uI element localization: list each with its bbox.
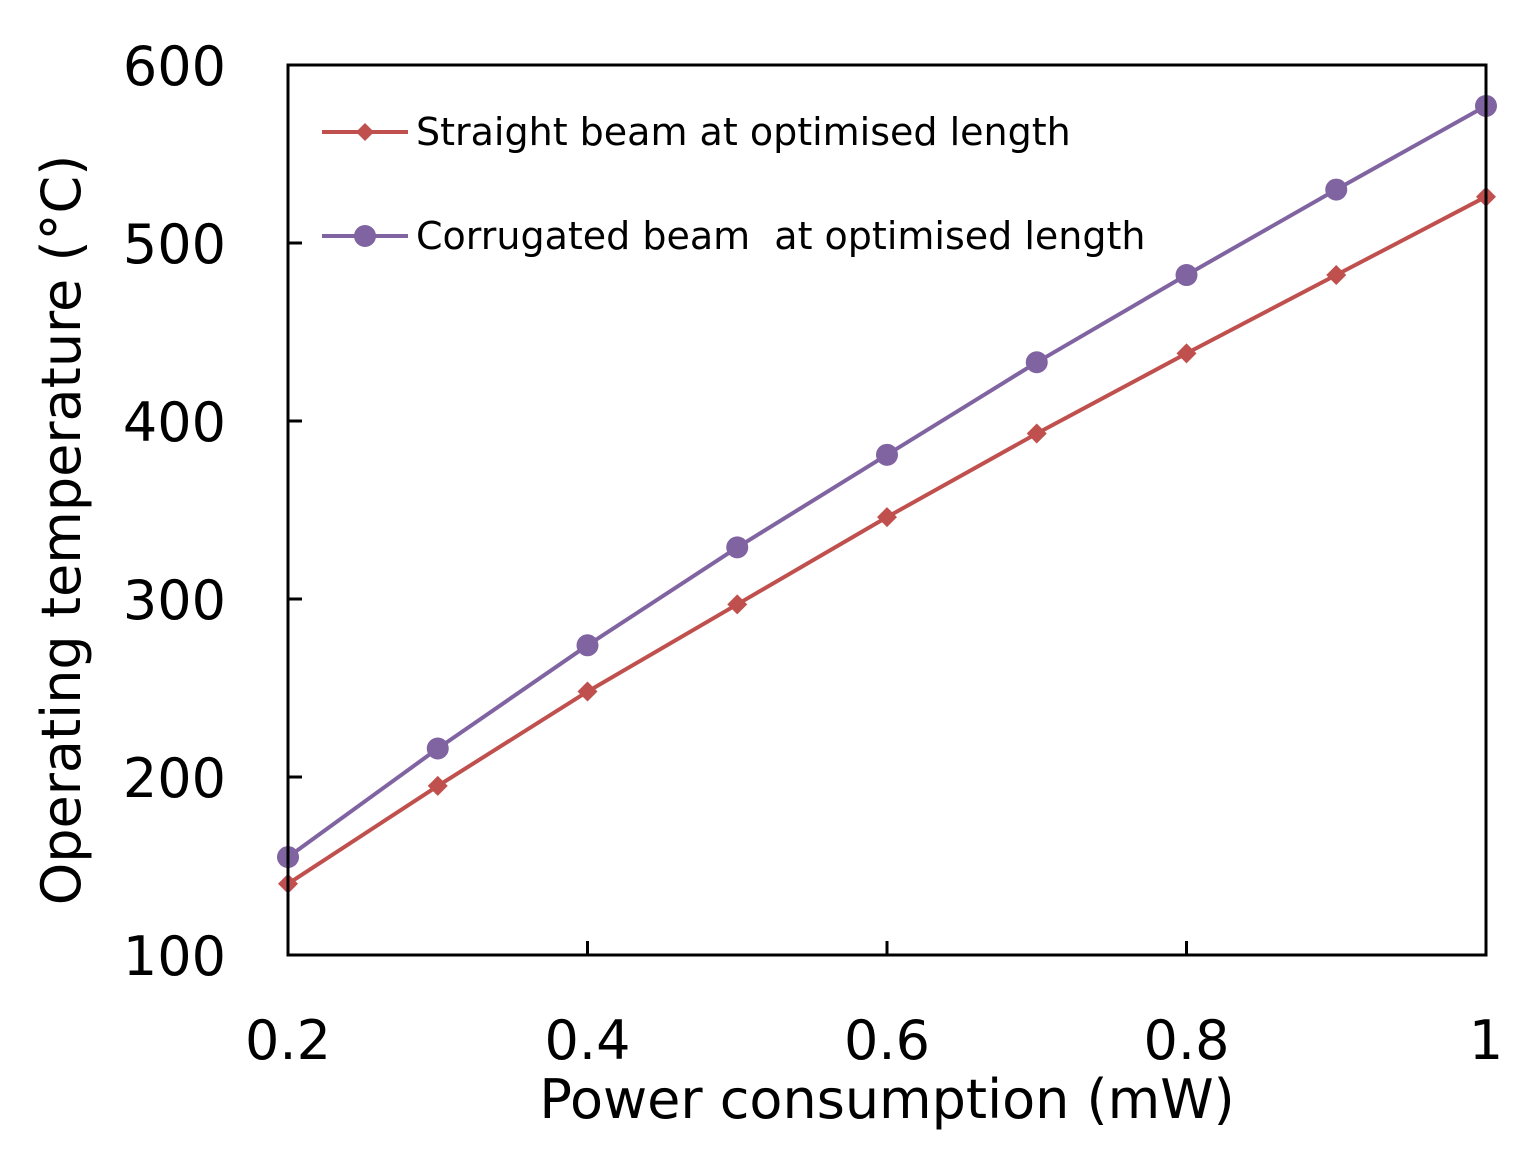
data-point-1 bbox=[876, 443, 898, 466]
y-tick-label: 200 bbox=[123, 747, 226, 810]
tick-layer: 100 200 300 400 500 600 0.2 0.4 0.6 0.8 1 bbox=[123, 35, 1503, 1072]
data-point-0 bbox=[1326, 265, 1347, 286]
data-point-1 bbox=[1025, 351, 1048, 374]
x-tick-label: 0.6 bbox=[844, 1009, 930, 1072]
legend: Straight beam at optimised length Corrug… bbox=[322, 110, 1145, 258]
data-point-1 bbox=[1175, 264, 1198, 287]
y-tick-label: 300 bbox=[123, 569, 226, 632]
data-point-1 bbox=[426, 737, 449, 760]
data-point-0 bbox=[427, 775, 448, 796]
legend-marker-corrugated bbox=[354, 225, 376, 247]
legend-marker-straight bbox=[356, 123, 374, 141]
data-point-1 bbox=[576, 634, 599, 657]
data-point-0 bbox=[1176, 343, 1197, 364]
data-point-1 bbox=[1325, 178, 1348, 201]
x-tick-label: 0.4 bbox=[545, 1009, 631, 1072]
y-tick-label: 500 bbox=[123, 213, 226, 276]
data-point-0 bbox=[1026, 423, 1047, 444]
x-tick-label: 0.8 bbox=[1144, 1009, 1230, 1072]
data-point-0 bbox=[877, 507, 897, 528]
data-point-0 bbox=[727, 594, 748, 615]
data-point-1 bbox=[726, 536, 749, 559]
legend-label-corrugated: Corrugated beam at optimised length bbox=[416, 214, 1145, 258]
x-tick-label: 1 bbox=[1469, 1009, 1503, 1072]
y-axis-title: Operating temperature (°C) bbox=[30, 155, 93, 906]
data-point-0 bbox=[577, 681, 598, 702]
plot-layer bbox=[277, 94, 1497, 894]
y-tick-label: 600 bbox=[123, 35, 226, 98]
legend-label-straight: Straight beam at optimised length bbox=[416, 110, 1071, 154]
x-axis-title: Power consumption (mW) bbox=[539, 1068, 1234, 1131]
y-tick-label: 400 bbox=[123, 391, 226, 454]
x-tick-label: 0.2 bbox=[245, 1009, 331, 1072]
y-tick-label: 100 bbox=[123, 925, 226, 988]
